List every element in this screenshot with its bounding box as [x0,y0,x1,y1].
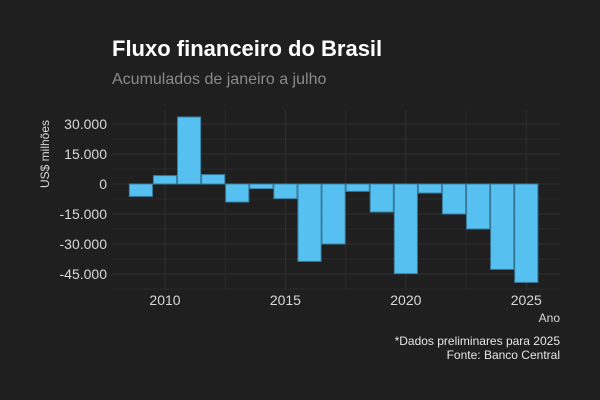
chart-title: Fluxo financeiro do Brasil [112,36,383,61]
bar-2017 [321,183,346,245]
caption-note: *Dados preliminares para 2025 [394,334,560,348]
chart-subtitle: Acumulados de janeiro a julho [112,71,327,88]
caption-source: Fonte: Banco Central [446,348,560,362]
bar-2012 [201,174,226,185]
x-axis-label: Ano [539,311,561,325]
bar-2021 [417,183,442,194]
bar-2018 [345,183,370,192]
x-tick-label: 2020 [390,292,421,308]
bar-2020 [393,183,418,275]
bar-2025 [514,183,539,283]
y-axis-label: US$ milhões [38,120,52,188]
bar-2023 [466,183,491,230]
bar-2014 [249,183,274,190]
x-tick-label: 2025 [511,292,542,308]
y-tick-label: -30.000 [60,236,108,252]
y-tick-label: 0 [99,176,107,192]
y-tick-label: -45.000 [60,266,108,282]
bar-2019 [369,183,394,213]
y-tick-label: 30.000 [64,116,107,132]
x-tick-label: 2010 [149,292,180,308]
bar-2010 [152,175,178,185]
bar-2024 [490,183,515,270]
chart-caption: *Dados preliminares para 2025 Fonte: Ban… [395,334,560,362]
bar-2009 [128,183,153,197]
y-tick-label: 15.000 [64,146,107,162]
bar-2022 [441,183,467,215]
x-tick-label: 2015 [270,292,301,308]
bar-2013 [225,183,250,203]
bar-2011 [177,116,202,185]
bar-2015 [273,183,298,200]
y-tick-label: -15.000 [60,206,108,222]
bar-2016 [297,183,322,262]
